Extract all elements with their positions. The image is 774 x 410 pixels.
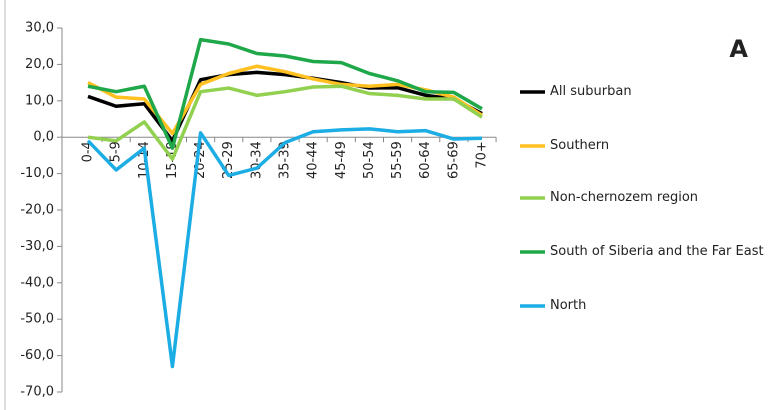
x-tick-label: 35-39 <box>278 141 293 179</box>
series-line <box>87 37 483 150</box>
y-tick-label: -50,0 <box>20 312 54 327</box>
x-tick-label: 5-9 <box>109 141 124 162</box>
y-tick-label: -30,0 <box>20 239 54 254</box>
legend-label: South of Siberia and the Far East <box>550 244 764 259</box>
x-tick-label: 60-64 <box>418 141 433 179</box>
y-tick-label: 0,0 <box>33 130 54 145</box>
x-tick-label: 45-49 <box>334 141 349 179</box>
y-tick-label: -60,0 <box>20 348 54 363</box>
y-tick-label: 30,0 <box>25 21 54 36</box>
series-line <box>86 127 483 369</box>
y-tick-label: -40,0 <box>20 275 54 290</box>
y-tick-label: -20,0 <box>20 203 54 218</box>
legend-label: Southern <box>550 138 610 153</box>
y-tick-label: 20,0 <box>25 57 54 72</box>
series-line <box>87 84 483 161</box>
y-tick-label: 10,0 <box>25 93 54 108</box>
y-tick-label: -70,0 <box>20 385 54 400</box>
legend-label: North <box>550 298 587 313</box>
annotation: A <box>729 35 748 63</box>
x-tick-label: 70+ <box>475 141 490 168</box>
legend-label: All suburban <box>550 84 632 99</box>
legend-label: Non-chernozem region <box>550 190 699 205</box>
y-tick-label: -10,0 <box>20 166 54 181</box>
x-tick-label: 55-59 <box>390 141 405 179</box>
x-tick-label: 50-54 <box>362 141 377 179</box>
series-line <box>87 70 483 143</box>
x-tick-label: 30-34 <box>249 141 264 179</box>
x-tick-label: 65-69 <box>446 141 461 179</box>
x-tick-label: 40-44 <box>306 141 321 179</box>
